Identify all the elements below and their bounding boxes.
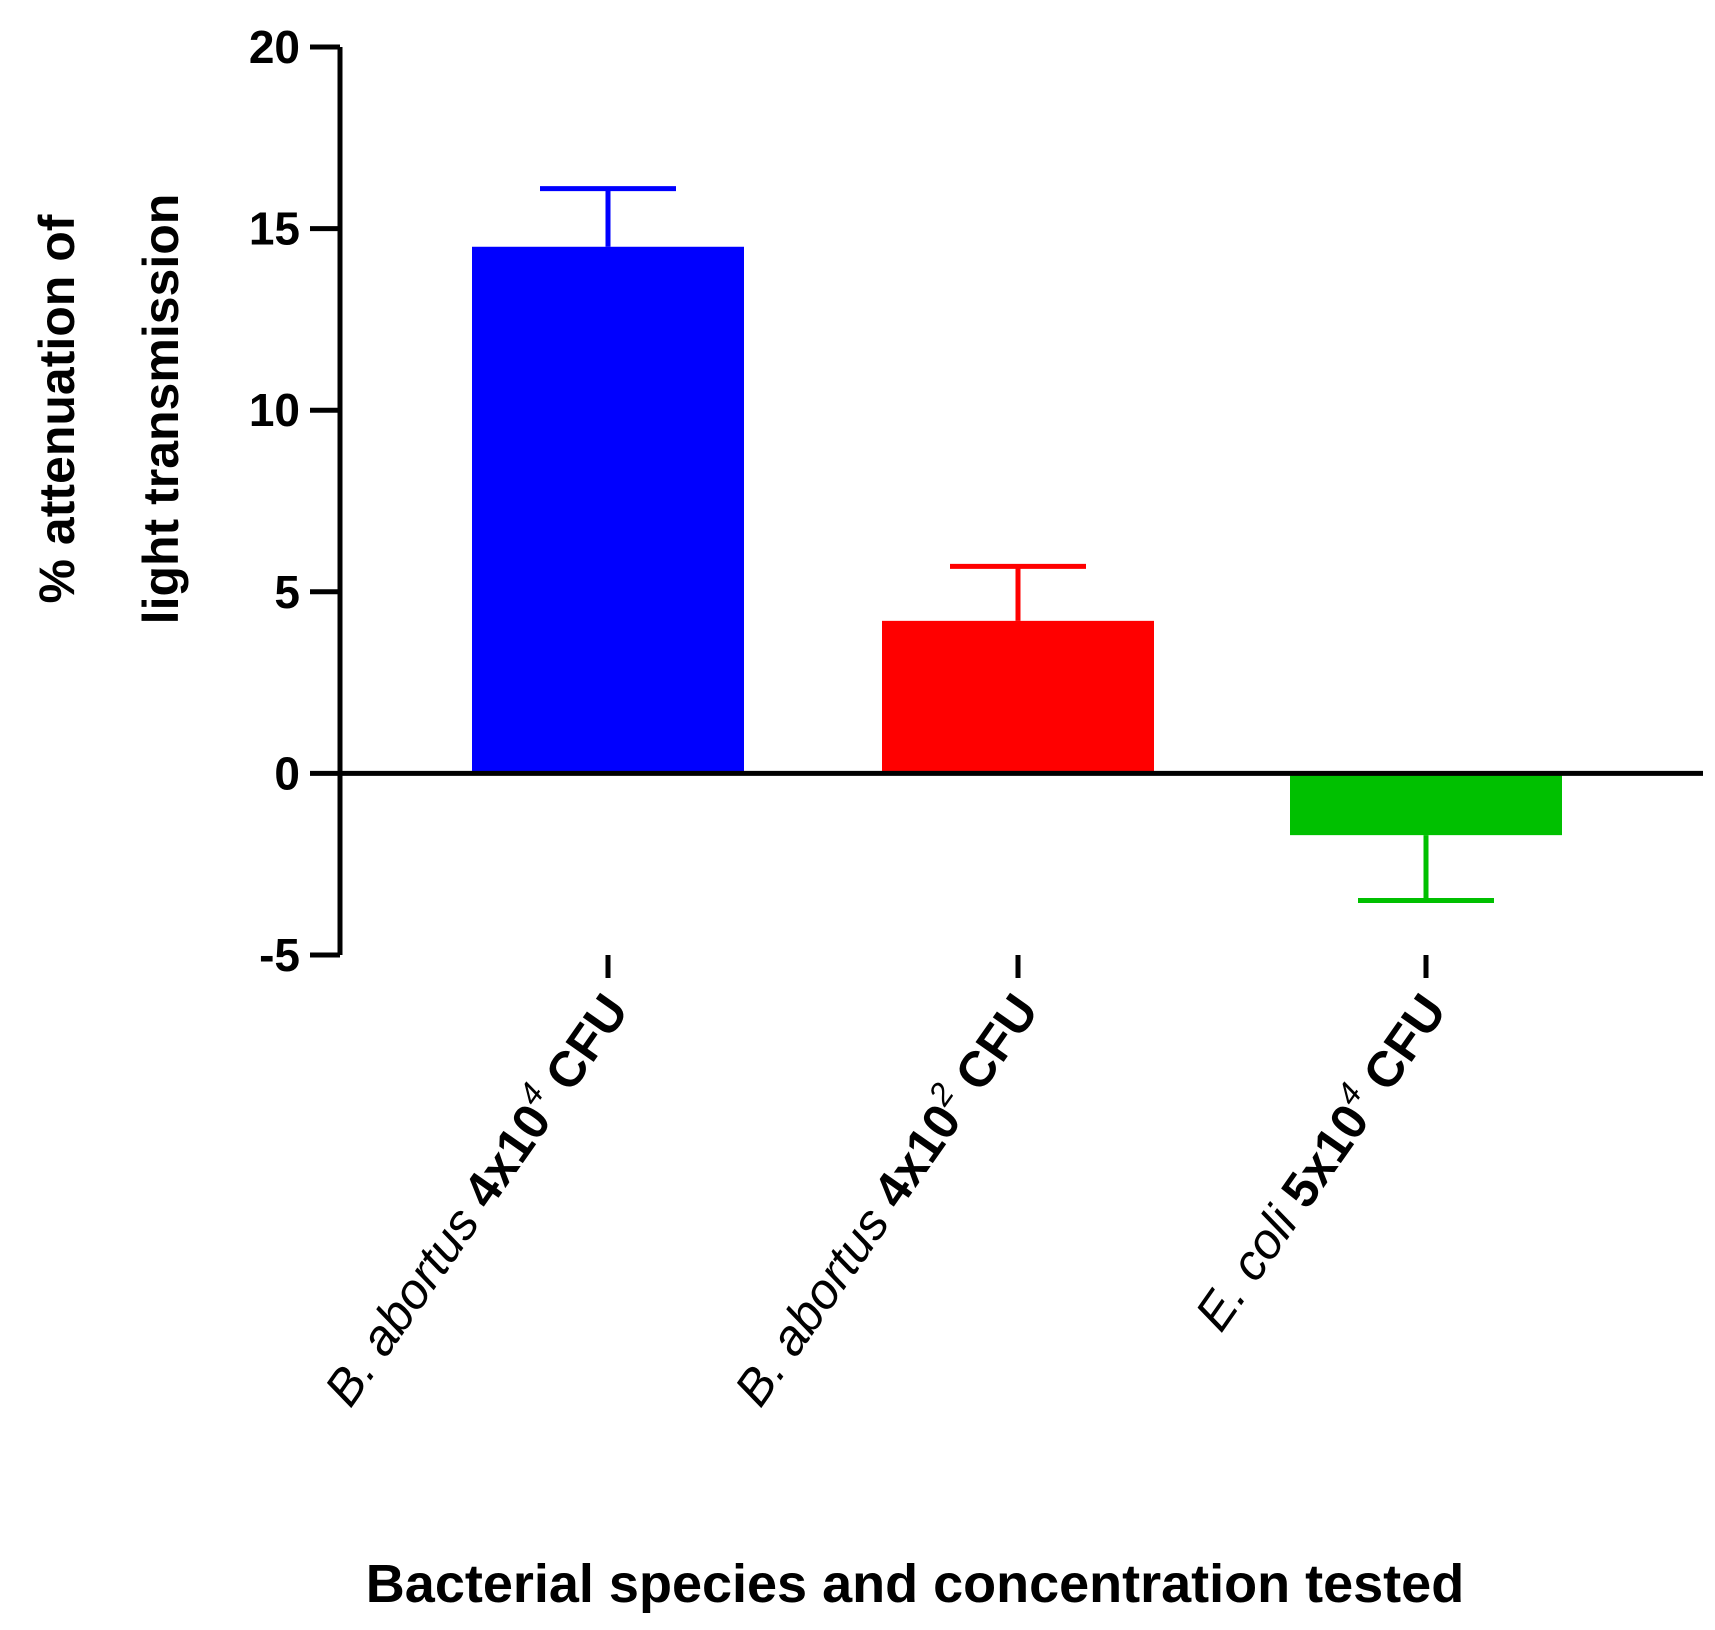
bar: [882, 620, 1154, 774]
x-ticks: [605, 955, 1429, 978]
y-ticks: -5 0 5 10 15 20: [249, 21, 340, 981]
category-species: B. abortus: [724, 1185, 909, 1415]
category-unit: CFU: [526, 984, 639, 1112]
y-tick-label: 10: [249, 384, 300, 436]
y-axis-title: % attenuation of light transmission: [29, 194, 189, 625]
category-unit: CFU: [936, 984, 1049, 1112]
y-tick-label: 0: [274, 747, 300, 799]
x-category-label: E. coli 5x104 CFU: [1179, 981, 1457, 1341]
x-category-label: B. abortus 4x102 CFU: [719, 981, 1049, 1416]
y-tick-label: 15: [249, 203, 300, 255]
category-unit: CFU: [1344, 984, 1457, 1112]
y-axis-title-line-1: % attenuation of: [29, 214, 85, 603]
y-axis-title-line-2: light transmission: [133, 194, 189, 625]
y-tick-label: 5: [274, 566, 300, 618]
bar: [472, 246, 744, 774]
x-category-label: B. abortus 4x104 CFU: [309, 981, 639, 1416]
y-tick-label: 20: [249, 21, 300, 73]
x-axis-title: Bacterial species and concentration test…: [366, 1554, 1464, 1614]
y-tick-label: -5: [259, 929, 300, 981]
bars-layer: [472, 186, 1562, 904]
axes-layer: [337, 47, 1703, 955]
bar: [1290, 773, 1562, 836]
category-species: E. coli: [1184, 1185, 1316, 1340]
category-species: B. abortus: [314, 1185, 499, 1415]
